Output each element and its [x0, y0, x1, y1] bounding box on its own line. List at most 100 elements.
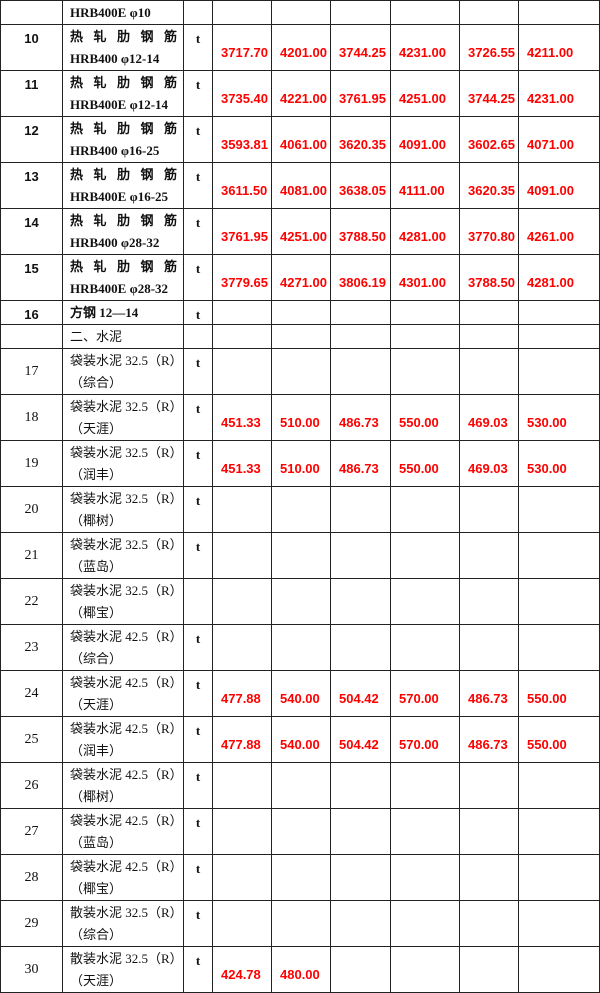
price-cell: 4091.00: [390, 116, 460, 163]
table-row: 17 袋装水泥 32.5（R） （综合） t: [0, 348, 600, 395]
item-name-line1: 热 轧 肋 钢 筋: [70, 29, 177, 44]
item-name-line2: HRB400 φ12-14: [70, 51, 160, 66]
price-cell: 550.00: [390, 440, 460, 487]
item-name-line2: （蓝岛）: [70, 835, 123, 850]
unit-cell: [183, 0, 213, 25]
unit-cell: t: [183, 394, 213, 441]
item-name-line1: 散装水泥 32.5（R）: [70, 951, 183, 966]
price-cell: [212, 300, 272, 325]
unit-cell: t: [183, 70, 213, 117]
price-cell: 424.78: [212, 946, 272, 993]
unit-cell: t: [183, 440, 213, 487]
price-cell: 3593.81: [212, 116, 272, 163]
item-name-line2: （综合）: [70, 927, 123, 942]
unit-cell: t: [183, 854, 213, 901]
item-name-line1: 袋装水泥 32.5（R）: [70, 537, 183, 552]
price-cell: [212, 762, 272, 809]
price-cell: 504.42: [330, 670, 391, 717]
item-name-line1: 方钢 12—14: [70, 305, 139, 320]
price-cell: 3779.65: [212, 254, 272, 301]
item-name: 袋装水泥 42.5（R） （椰宝）: [62, 854, 184, 901]
price-cell: 3744.25: [330, 24, 391, 71]
price-cell: 4251.00: [271, 208, 331, 255]
price-cell: 486.73: [459, 670, 519, 717]
unit-cell: t: [183, 946, 213, 993]
price-cell: 4061.00: [271, 116, 331, 163]
price-cell: 3788.50: [330, 208, 391, 255]
row-number: 25: [0, 716, 63, 763]
item-name-line1: 袋装水泥 32.5（R）: [70, 445, 183, 460]
price-cell: 4221.00: [271, 70, 331, 117]
price-cell: [459, 486, 519, 533]
price-cell: [212, 486, 272, 533]
price-cell: [212, 0, 272, 25]
item-name-line1: 袋装水泥 32.5（R）: [70, 353, 183, 368]
unit-cell: t: [183, 24, 213, 71]
price-cell: [518, 762, 600, 809]
item-name-line1: 袋装水泥 32.5（R）: [70, 583, 183, 598]
table-row: 10 热 轧 肋 钢 筋 HRB400 φ12-14 t 3717.70 4201.00 3…: [0, 24, 600, 71]
item-name-line1: 散装水泥 32.5（R）: [70, 905, 183, 920]
price-cell: [390, 532, 460, 579]
item-name: 热 轧 肋 钢 筋 HRB400 φ28-32: [62, 208, 184, 255]
table-row: 30 散装水泥 32.5（R） （天涯） t 424.78 480.00: [0, 946, 600, 993]
price-cell: [330, 0, 391, 25]
item-name-line1: 袋装水泥 42.5（R）: [70, 767, 183, 782]
item-name: 袋装水泥 32.5（R） （椰树）: [62, 486, 184, 533]
price-cell: 4281.00: [518, 254, 600, 301]
price-cell: [330, 578, 391, 625]
item-name: 方钢 12—14: [62, 300, 184, 325]
item-name: 热 轧 肋 钢 筋 HRB400 φ16-25: [62, 116, 184, 163]
row-number: 23: [0, 624, 63, 671]
price-cell: [459, 300, 519, 325]
price-cell: [212, 808, 272, 855]
price-cell: 486.73: [330, 440, 391, 487]
row-number: 21: [0, 532, 63, 579]
item-name: 二、水泥: [62, 324, 184, 349]
price-cell: [390, 324, 460, 349]
item-name-line1: 热 轧 肋 钢 筋: [70, 213, 177, 228]
price-cell: 4301.00: [390, 254, 460, 301]
item-name-line2: （天涯）: [70, 973, 123, 988]
price-cell: [330, 486, 391, 533]
price-cell: [330, 324, 391, 349]
unit-cell: t: [183, 116, 213, 163]
price-cell: [330, 348, 391, 395]
item-name-line1: 袋装水泥 42.5（R）: [70, 629, 183, 644]
price-cell: 4201.00: [271, 24, 331, 71]
unit-cell: t: [183, 348, 213, 395]
table-row: 28 袋装水泥 42.5（R） （椰宝） t: [0, 854, 600, 901]
price-cell: [518, 532, 600, 579]
price-cell: 570.00: [390, 716, 460, 763]
price-cell: 4111.00: [390, 162, 460, 209]
item-name-line2: （椰树）: [70, 513, 123, 528]
price-cell: 4231.00: [518, 70, 600, 117]
price-cell: 4271.00: [271, 254, 331, 301]
price-cell: [518, 486, 600, 533]
item-name: 袋装水泥 42.5（R） （天涯）: [62, 670, 184, 717]
price-cell: [459, 578, 519, 625]
item-name-line2: （综合）: [70, 651, 123, 666]
item-name: 袋装水泥 42.5（R） （润丰）: [62, 716, 184, 763]
price-cell: [330, 946, 391, 993]
row-number: 19: [0, 440, 63, 487]
price-cell: [212, 900, 272, 947]
price-cell: 530.00: [518, 394, 600, 441]
item-name-line2: HRB400 φ28-32: [70, 235, 160, 250]
item-name-line1: 袋装水泥 42.5（R）: [70, 813, 183, 828]
price-cell: 4281.00: [390, 208, 460, 255]
price-cell: 510.00: [271, 440, 331, 487]
item-name-line1: 袋装水泥 42.5（R）: [70, 721, 183, 736]
row-number: 17: [0, 348, 63, 395]
row-number: 13: [0, 162, 63, 209]
price-cell: 451.33: [212, 440, 272, 487]
table-row: 13 热 轧 肋 钢 筋 HRB400E φ16-25 t 3611.50 4081.00…: [0, 162, 600, 209]
price-cell: [390, 0, 460, 25]
table-row: 27 袋装水泥 42.5（R） （蓝岛） t: [0, 808, 600, 855]
price-cell: [271, 348, 331, 395]
price-cell: 486.73: [459, 716, 519, 763]
price-cell: 469.03: [459, 394, 519, 441]
price-cell: 540.00: [271, 716, 331, 763]
table-row: 12 热 轧 肋 钢 筋 HRB400 φ16-25 t 3593.81 4061.00 3…: [0, 116, 600, 163]
